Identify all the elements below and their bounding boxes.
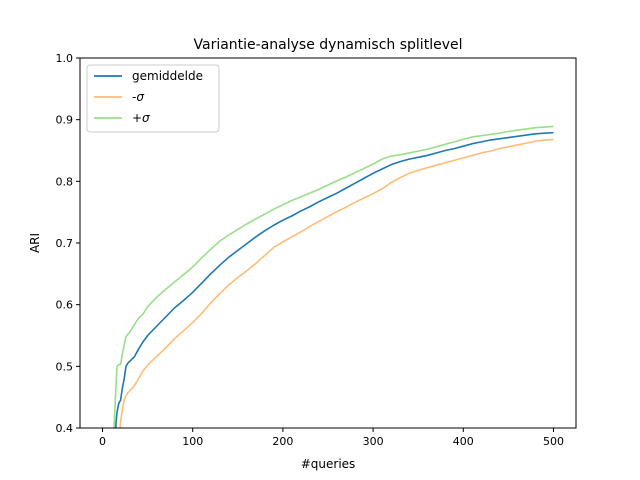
- series-line-minus-sigma: [119, 138, 554, 428]
- x-axis-ticks: 0 100 200 300 400 500: [99, 428, 564, 448]
- x-tick-label: 0: [99, 435, 106, 448]
- x-axis-label: #queries: [301, 457, 356, 471]
- legend-box: [86, 64, 220, 133]
- x-tick-label: 400: [453, 435, 474, 448]
- y-tick-label: 0.7: [56, 237, 74, 250]
- y-tick-label: 0.5: [56, 360, 74, 373]
- y-tick-label: 0.6: [56, 299, 74, 312]
- y-tick-label: 1.0: [56, 52, 74, 65]
- series-group: [113, 125, 554, 428]
- chart-title: Variantie-analyse dynamisch splitlevel: [194, 37, 463, 53]
- y-tick-label: 0.4: [56, 422, 74, 435]
- legend: gemiddelde -σ +σ: [86, 64, 220, 133]
- legend-label-gemiddelde: gemiddelde: [132, 69, 203, 83]
- series-line-gemiddelde: [114, 131, 554, 428]
- x-tick-label: 200: [272, 435, 293, 448]
- y-axis-label: ARI: [28, 233, 42, 253]
- plot-frame: [79, 57, 577, 429]
- x-tick-label: 500: [543, 435, 564, 448]
- legend-label-minus-sigma: -σ: [132, 90, 144, 104]
- series-line-plus-sigma: [113, 125, 554, 428]
- y-tick-label: 0.8: [56, 175, 74, 188]
- y-tick-label: 0.9: [56, 114, 74, 127]
- x-tick-label: 100: [182, 435, 203, 448]
- y-axis-ticks: 0.4 0.5 0.6 0.7 0.8 0.9 1.0: [56, 52, 80, 435]
- x-tick-label: 300: [363, 435, 384, 448]
- legend-label-plus-sigma: +σ: [132, 111, 150, 125]
